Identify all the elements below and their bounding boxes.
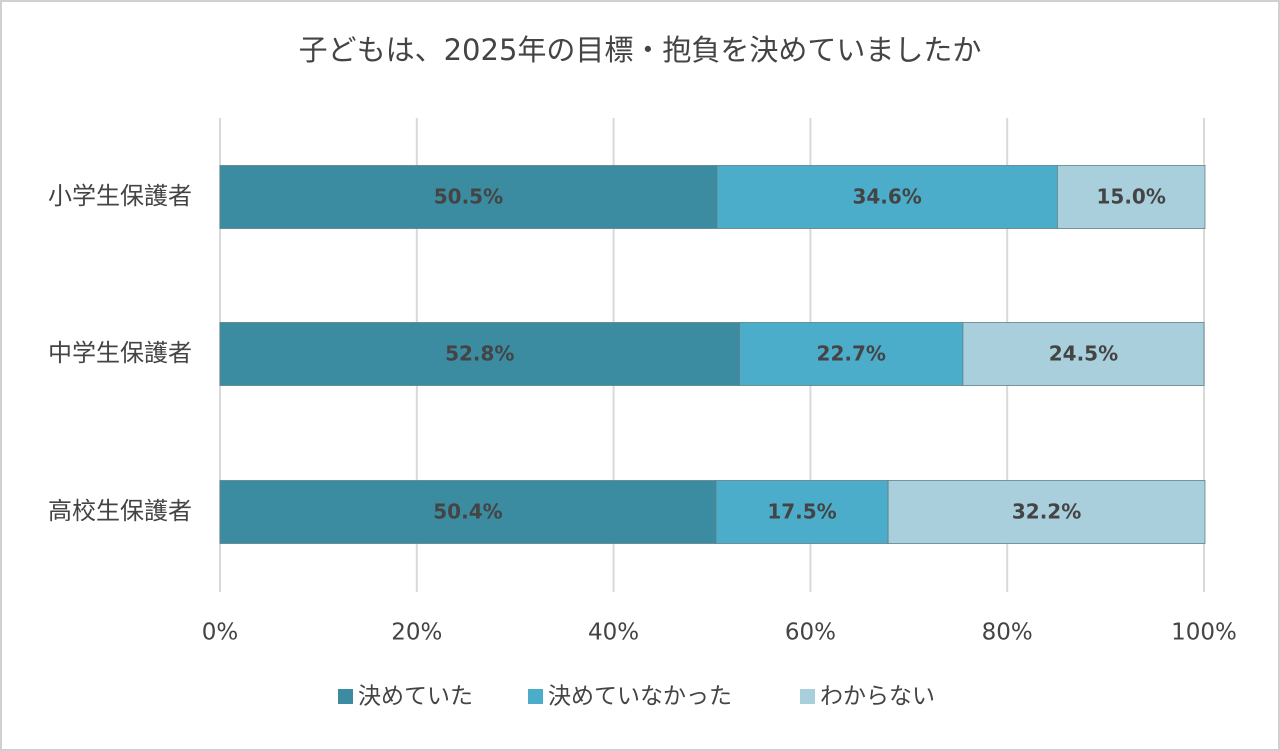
data-label: 32.2% (1012, 500, 1081, 524)
legend-swatch (800, 689, 815, 704)
bar-segment (739, 322, 964, 386)
x-tick-label: 40% (588, 620, 639, 646)
data-label: 15.0% (1096, 185, 1165, 209)
data-label: 50.5% (434, 185, 503, 209)
bar-segment (219, 322, 740, 386)
data-label: 17.5% (767, 500, 836, 524)
bar-segment (962, 322, 1205, 386)
data-label: 34.6% (852, 185, 921, 209)
y-tick-label: 小学生保護者 (48, 182, 192, 210)
bar-segment (716, 165, 1058, 229)
x-tick-label: 20% (391, 620, 442, 646)
data-label: 22.7% (817, 342, 886, 366)
x-tick-label: 0% (202, 620, 239, 646)
legend-swatch (338, 689, 353, 704)
chart-title: 子どもは、2025年の目標・抱負を決めていましたか (299, 33, 982, 67)
x-tick-label: 100% (1171, 620, 1237, 646)
legend-label: 決めていなかった (548, 684, 732, 710)
y-tick-label: 高校生保護者 (48, 497, 192, 525)
x-tick-label: 60% (785, 620, 836, 646)
bar-segment (219, 480, 717, 544)
bar-segment (1056, 165, 1206, 229)
bar-segment (887, 480, 1206, 544)
legend-label: 決めていた (358, 684, 473, 710)
legend-label: わからない (820, 684, 935, 710)
data-label: 24.5% (1049, 342, 1118, 366)
data-label: 50.4% (433, 500, 502, 524)
data-label: 52.8% (445, 342, 514, 366)
legend-swatch (528, 689, 543, 704)
x-tick-label: 80% (982, 620, 1033, 646)
bar-segment (715, 480, 889, 544)
y-tick-label: 中学生保護者 (48, 339, 192, 367)
